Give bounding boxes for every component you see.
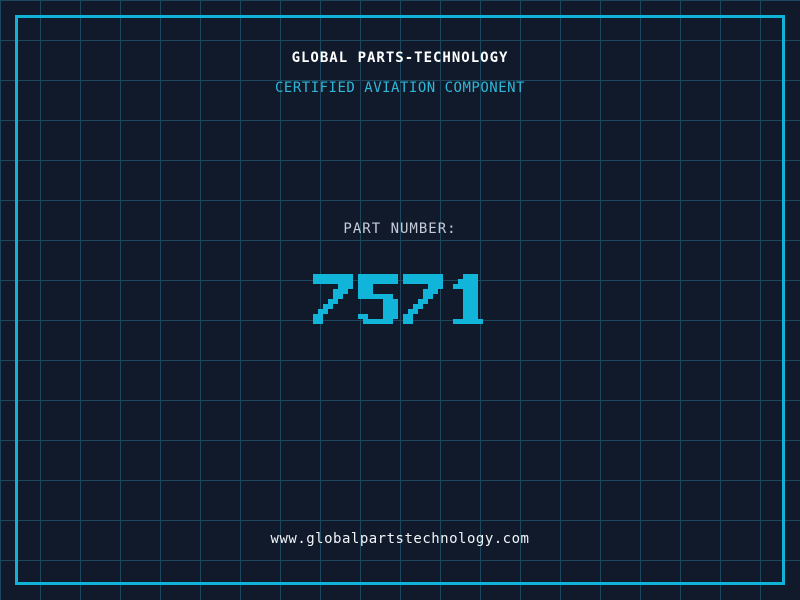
part-number-digit xyxy=(312,274,353,324)
company-name-title: GLOBAL PARTS-TECHNOLOGY xyxy=(291,50,509,66)
part-number-label: PART NUMBER: xyxy=(343,221,457,237)
part-number-value xyxy=(0,274,800,324)
part-number-digit xyxy=(402,274,443,324)
certification-subtitle: CERTIFIED AVIATION COMPONENT xyxy=(274,80,525,96)
part-number-digit xyxy=(448,274,488,324)
website-url: www.globalpartstechnology.com xyxy=(270,531,530,547)
part-number-digit xyxy=(357,274,398,324)
